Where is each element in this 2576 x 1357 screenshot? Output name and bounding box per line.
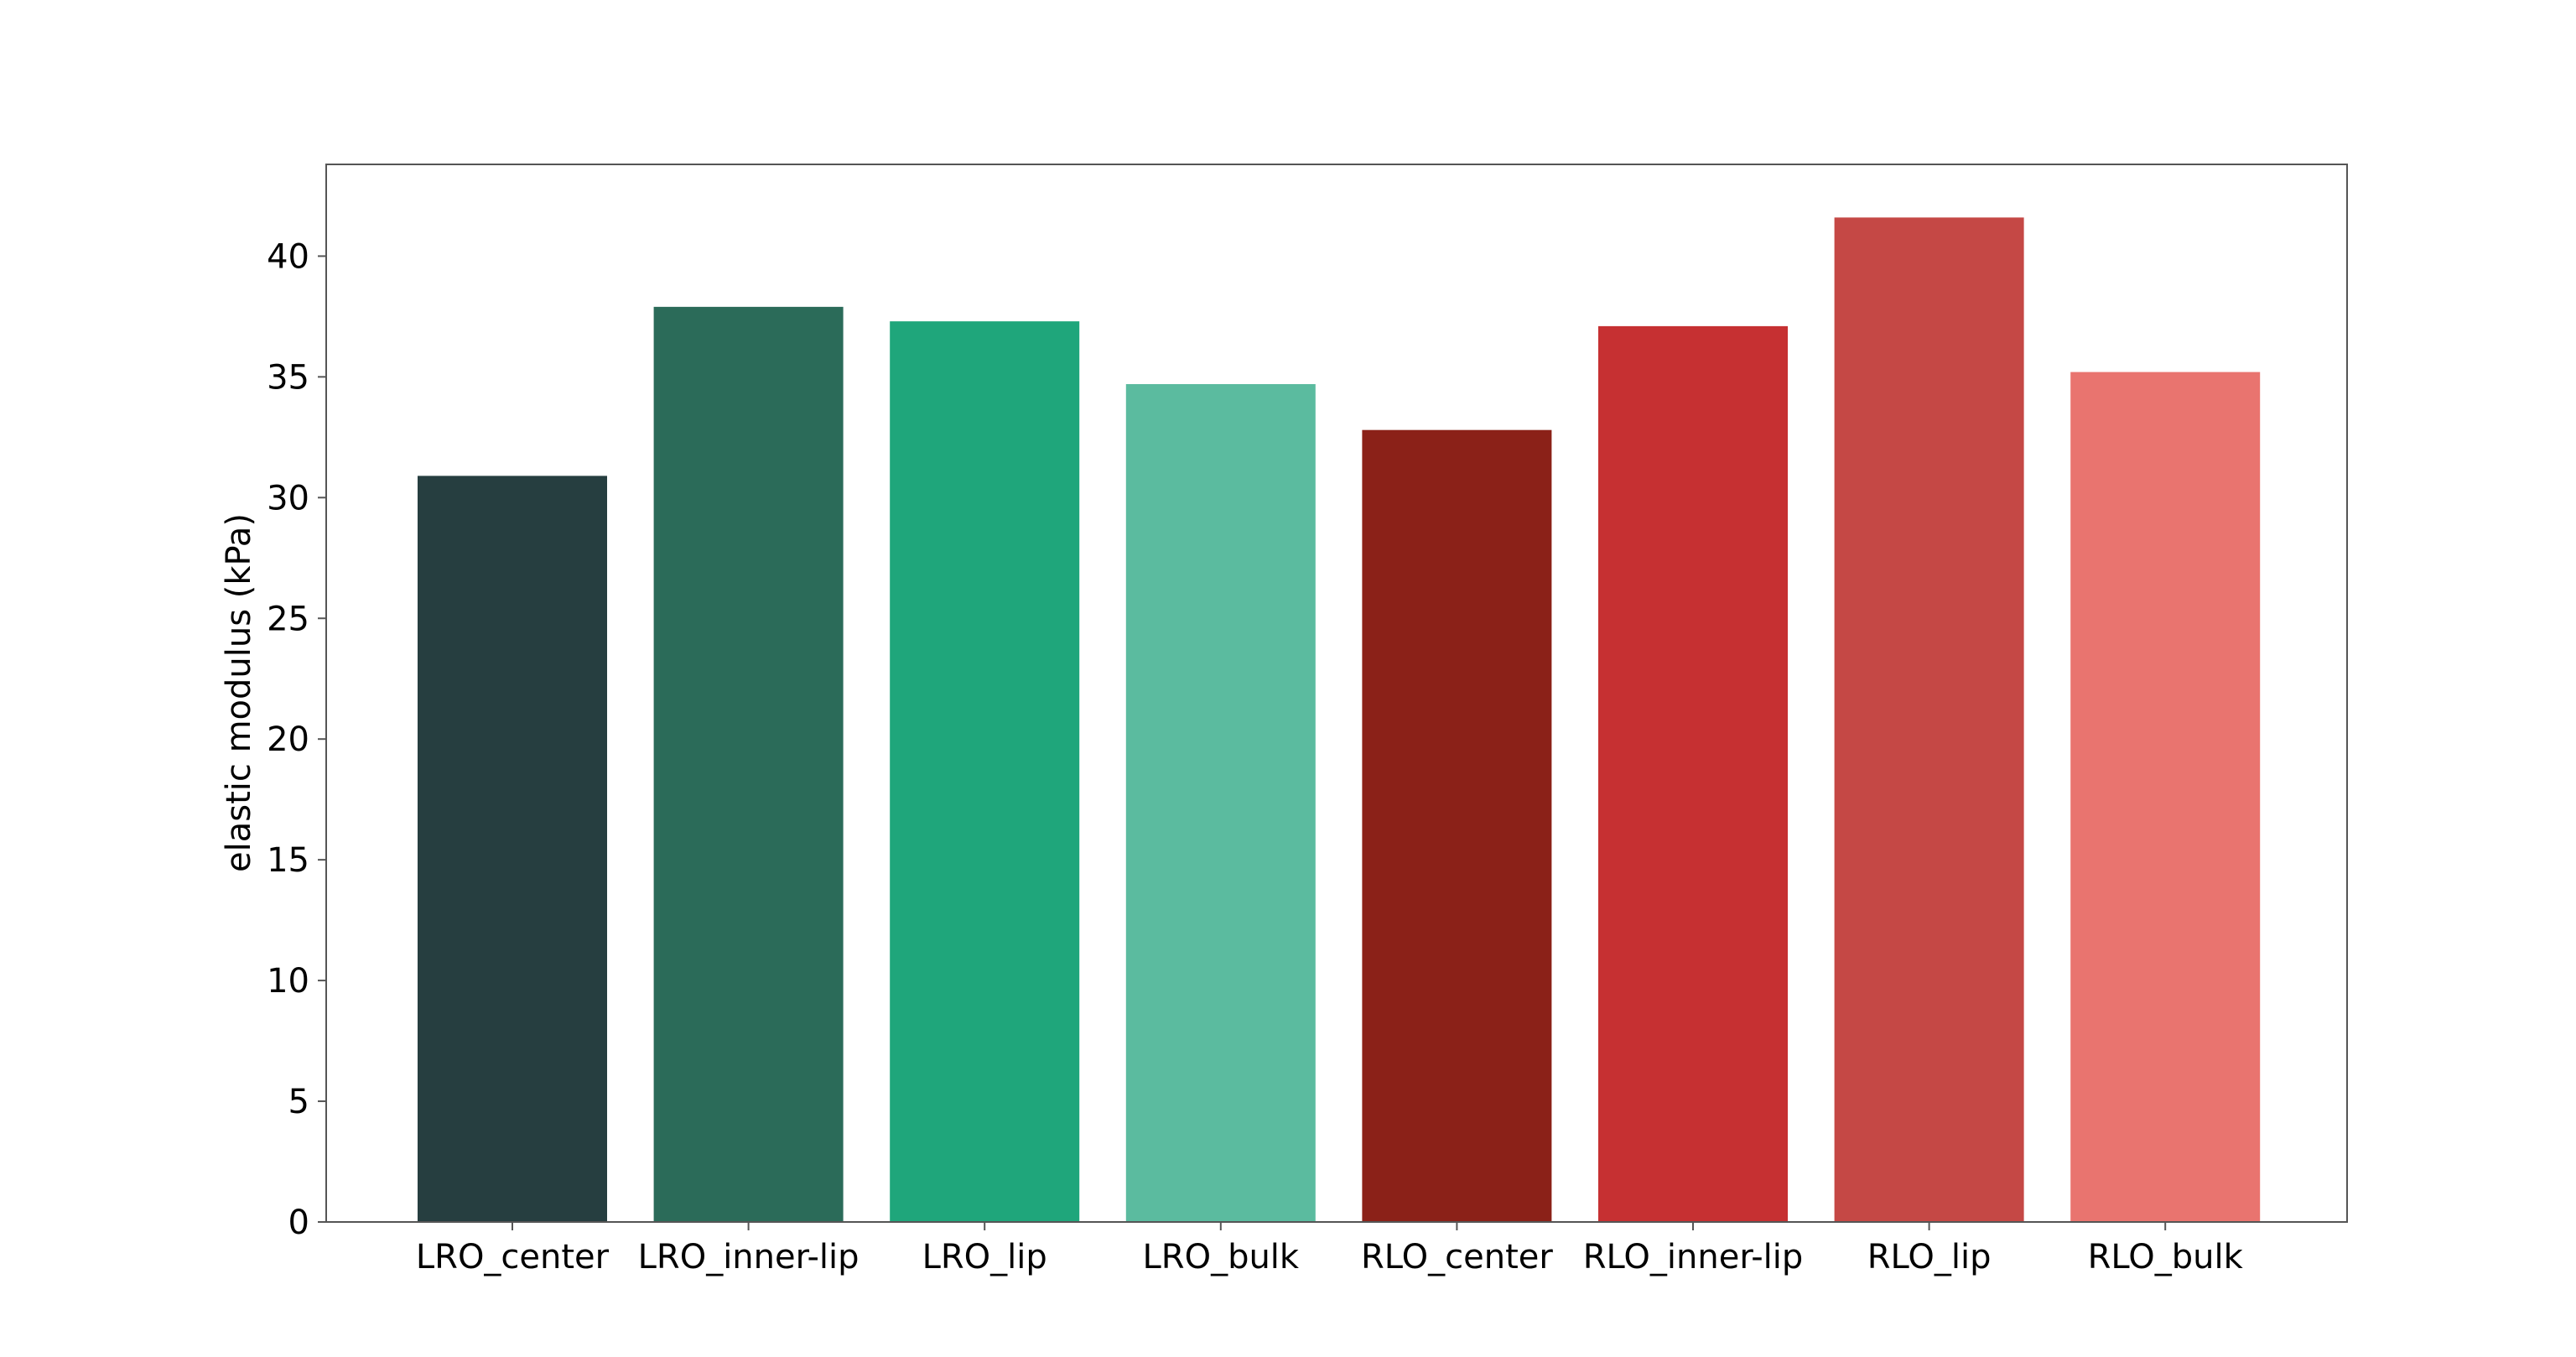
bar-LRO_center xyxy=(418,476,607,1222)
y-tick-label: 20 xyxy=(267,720,309,759)
y-tick-label: 25 xyxy=(267,600,309,638)
bar-LRO_bulk xyxy=(1125,383,1316,1222)
y-tick-label: 40 xyxy=(267,237,309,276)
x-tick-label: RLO_lip xyxy=(1867,1238,1992,1276)
y-tick-label: 10 xyxy=(267,962,309,1001)
bar-RLO_bulk xyxy=(2070,372,2261,1222)
plot-frame xyxy=(325,164,2348,1223)
y-axis: 0 5 10 15 20 25 30 35 40 xyxy=(267,237,326,1242)
bar-RLO_center xyxy=(1362,429,1552,1222)
y-tick-label: 15 xyxy=(267,841,309,880)
x-tick-label: LRO_bulk xyxy=(1143,1238,1300,1276)
x-tick-label: RLO_bulk xyxy=(2088,1238,2244,1276)
bar-LRO_lip xyxy=(890,321,1080,1222)
bars-group xyxy=(418,217,2261,1222)
x-axis: LRO_center LRO_inner-lip LRO_lip LRO_bulk RL… xyxy=(416,1222,2244,1276)
y-tick-label: 0 xyxy=(288,1204,309,1242)
y-tick-label: 5 xyxy=(288,1083,309,1121)
bar-RLO_lip xyxy=(1834,217,2024,1222)
x-tick-label: RLO_center xyxy=(1361,1238,1553,1276)
x-tick-label: LRO_inner-lip xyxy=(638,1238,860,1276)
x-tick-label: RLO_inner-lip xyxy=(1583,1238,1804,1276)
y-tick-label: 30 xyxy=(267,479,309,517)
y-tick-label: 35 xyxy=(267,358,309,397)
bar-RLO_inner-lip xyxy=(1598,325,1788,1222)
y-axis-title: elastic modulus (kPa) xyxy=(220,513,258,872)
x-tick-label: LRO_lip xyxy=(922,1238,1047,1276)
bar-LRO_inner-lip xyxy=(653,306,844,1222)
x-tick-label: LRO_center xyxy=(416,1238,610,1276)
